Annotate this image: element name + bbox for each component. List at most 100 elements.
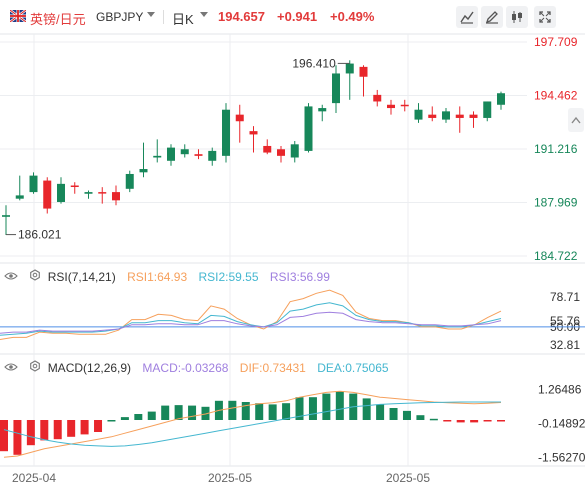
macd-line — [3, 390, 502, 458]
price-axis-label: 184.722 — [534, 249, 578, 263]
macd-histogram-bar — [107, 420, 116, 422]
candle-type-icon[interactable] — [506, 6, 528, 28]
rsi-legend: RSI(7,14,21) RSI1:64.93 RSI2:59.55 RSI3:… — [4, 269, 330, 284]
candle — [290, 144, 299, 158]
chevron-up-icon[interactable] — [568, 108, 584, 132]
macd-histogram-bar — [308, 397, 317, 420]
macd-histogram-bar — [228, 400, 237, 420]
macd-histogram-bar — [416, 415, 425, 420]
low-annotation: 186.021 — [18, 228, 62, 242]
settings-icon[interactable] — [29, 360, 41, 375]
macd-histogram-bar — [443, 420, 452, 422]
timeframe-dropdown-icon[interactable] — [200, 12, 208, 17]
symbol-dropdown-icon[interactable] — [147, 12, 155, 17]
candle — [345, 63, 354, 74]
macd-histogram-bar — [0, 420, 8, 452]
price-axis-label: 187.969 — [534, 195, 578, 209]
candle — [387, 104, 395, 109]
macd-histogram-bar — [362, 398, 371, 420]
symbol-code[interactable]: GBPJPY — [96, 10, 144, 24]
macd-histogram-bar — [188, 405, 197, 420]
macd-histogram-bar — [497, 420, 505, 422]
candle — [15, 195, 24, 199]
candle — [277, 149, 285, 156]
candle — [153, 155, 162, 158]
candle — [194, 154, 203, 156]
candle — [139, 169, 148, 173]
rsi2-value: RSI2:59.55 — [198, 269, 259, 284]
fullscreen-icon[interactable] — [534, 6, 556, 28]
macd-histogram-bar — [53, 420, 62, 440]
macd-histogram-bar — [483, 420, 492, 422]
candle — [428, 114, 437, 118]
date-axis-label: 2025-05 — [208, 471, 252, 485]
rsi-axis-label: 32.81 — [550, 338, 580, 352]
macd-histogram-bar — [147, 411, 156, 420]
candle — [70, 185, 79, 188]
price-axis-label: 197.709 — [534, 35, 578, 49]
draw-line-icon[interactable] — [456, 6, 478, 28]
candle — [43, 180, 52, 209]
uk-flag-icon — [9, 9, 27, 23]
price-axis-label: 194.462 — [534, 89, 578, 103]
macd-axis-label: -1.56270 — [538, 451, 585, 465]
rsi3-value: RSI3:56.99 — [269, 269, 330, 284]
macd-histogram-bar — [282, 403, 291, 420]
macd-title: MACD(12,26,9) — [47, 360, 132, 375]
macd-histogram-bar — [268, 404, 277, 420]
candle — [84, 192, 93, 194]
price-axis-label: 191.216 — [534, 142, 578, 156]
macd-histogram-bar — [255, 403, 264, 420]
macd-line — [3, 401, 501, 447]
rsi-axis-label: 55.76 — [550, 314, 580, 328]
macd-histogram-bar — [402, 410, 411, 420]
macd-histogram-bar — [134, 414, 143, 420]
dea-value: DEA:0.75065 — [317, 360, 389, 375]
macd-axis-label: 1.26486 — [538, 383, 582, 397]
candle — [373, 94, 382, 102]
header-divider — [163, 10, 164, 24]
rsi-axis-label: 78.71 — [550, 290, 580, 304]
candle — [332, 73, 340, 104]
candle — [400, 104, 409, 107]
macd-value: MACD:-0.03268 — [142, 360, 229, 375]
rsi1-value: RSI1:64.93 — [127, 269, 188, 284]
candle — [98, 192, 107, 194]
macd-histogram-bar — [322, 393, 331, 420]
macd-histogram-bar — [67, 420, 76, 437]
last-price: 194.657 — [218, 9, 265, 24]
candle — [235, 114, 244, 122]
candle — [222, 109, 230, 156]
candle — [249, 131, 258, 135]
candle — [414, 109, 423, 120]
dif-value: DIF:0.73431 — [239, 360, 306, 375]
macd-histogram-bar — [201, 406, 210, 420]
macd-histogram-bar — [470, 420, 479, 423]
high-annotation: 196.410 — [292, 56, 336, 70]
rsi-line — [0, 311, 502, 334]
candle — [469, 114, 478, 118]
candle — [497, 93, 505, 105]
macd-histogram-bar — [120, 417, 129, 420]
macd-histogram-bar — [376, 404, 385, 420]
macd-histogram-bar — [26, 420, 35, 446]
candle — [442, 111, 450, 120]
rsi-title: RSI(7,14,21) — [47, 269, 116, 284]
candle — [112, 192, 120, 201]
candle — [167, 147, 175, 161]
macd-histogram-bar — [241, 402, 250, 420]
pair-name[interactable]: 英镑/日元 — [30, 12, 86, 27]
settings-icon[interactable] — [29, 269, 41, 284]
pencil-icon[interactable] — [481, 6, 503, 28]
macd-histogram-bar — [94, 420, 103, 432]
macd-histogram-bar — [456, 420, 465, 423]
rsi-line — [0, 302, 502, 336]
candle — [29, 175, 38, 193]
eye-icon[interactable] — [4, 270, 18, 284]
date-axis-label: 2025-05 — [386, 471, 430, 485]
candle — [304, 106, 313, 151]
macd-histogram-bar — [429, 418, 438, 421]
timeframe-selector[interactable]: 日K — [172, 12, 194, 27]
eye-icon[interactable] — [4, 361, 18, 375]
